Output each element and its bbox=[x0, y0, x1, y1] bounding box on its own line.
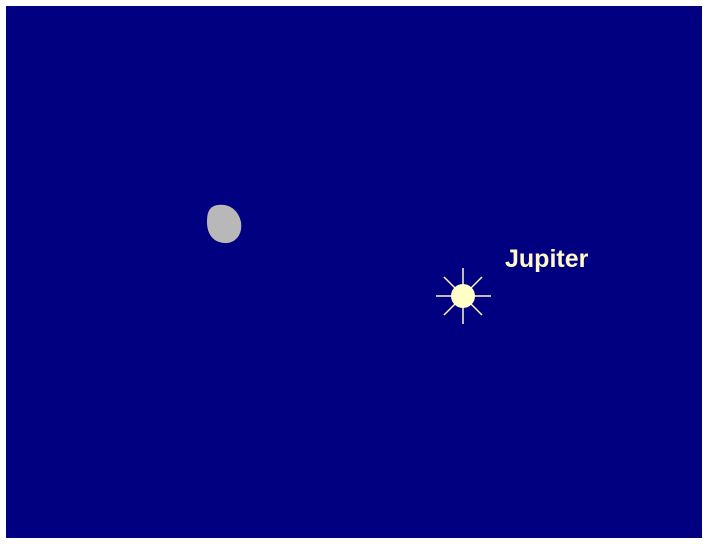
page: Jupiter (() => { const data = JSON.parse… bbox=[0, 0, 707, 544]
jupiter bbox=[451, 284, 475, 308]
jupiter-label: Jupiter bbox=[505, 245, 589, 273]
night-sky bbox=[6, 6, 702, 538]
sky-view: Jupiter bbox=[0, 0, 707, 544]
